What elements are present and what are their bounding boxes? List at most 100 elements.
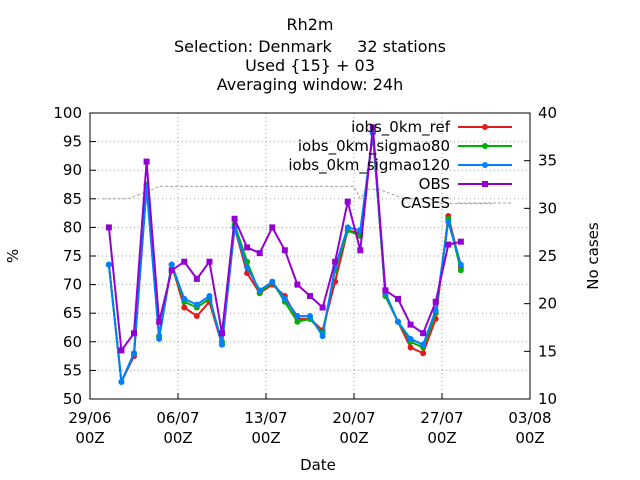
y2-tick-label: 20 [538,295,557,313]
data-point [407,335,414,342]
data-point [156,318,163,325]
data-point [219,341,225,348]
title-line-1: Rh2m [286,15,333,34]
data-point [407,344,414,351]
legend-label: iobs_0km_ref [351,118,451,137]
data-point [294,313,301,320]
y-tick-label: 90 [63,161,82,179]
x-axis-label: Date [300,456,336,474]
legend-swatch-marker [482,143,488,149]
y-axis-label: % [4,249,22,263]
data-point [319,333,326,340]
data-point [269,224,276,231]
legend-swatch-marker [482,181,488,187]
title-line-3: Used {15} + 03 [245,56,375,75]
y2-tick-label: 40 [538,104,557,122]
data-point [344,198,351,205]
series-layer [105,124,464,386]
data-point [118,378,125,385]
data-point [193,313,200,320]
x-tick-label: 03/08 [508,409,551,427]
data-point [206,258,213,265]
data-point [181,304,188,311]
data-point [445,218,452,225]
data-point [193,275,200,282]
data-point [432,307,439,314]
legend-swatch-marker [482,124,488,130]
legend-label: CASES [401,194,450,212]
data-point [395,318,401,325]
data-point [294,281,301,288]
y-tick-label: 60 [63,333,82,351]
x-tick-label-hour: 00Z [251,429,280,447]
data-point [420,330,427,337]
data-point [420,341,427,348]
data-point [407,321,414,328]
data-point [244,264,251,271]
data-point [357,247,364,254]
tick-layer: 50 55 60 65 70 75 80 85 90 95 100 10 15 20 25 30 35 40 29/… [53,104,557,447]
y-tick-label: 75 [63,247,82,265]
title-line-2: Selection: Denmark 32 stations [174,37,446,56]
data-point [181,258,188,265]
y2-tick-label: 30 [538,199,557,217]
y-tick-label: 55 [63,361,82,379]
y-tick-label: 85 [63,190,82,208]
y-tick-label: 70 [63,276,82,294]
data-point [369,124,376,131]
y-tick-label: 50 [63,390,82,408]
legend-label: iobs_0km_sigmao80 [298,137,450,156]
data-point [118,347,125,354]
x-tick-label-hour: 00Z [75,429,104,447]
data-point [332,258,339,265]
data-point [181,295,188,302]
data-point [156,335,163,342]
y2-axis-label: No cases [584,222,602,290]
data-point [281,247,288,254]
x-tick-label-hour: 00Z [515,429,544,447]
data-point [307,293,313,300]
data-point [244,244,251,251]
y-tick-label: 65 [63,304,82,322]
data-point [131,350,137,357]
x-tick-label: 13/07 [244,409,287,427]
x-tick-label-hour: 00Z [339,429,368,447]
data-point [319,304,326,311]
data-point [457,267,464,274]
legend: iobs_0km_refiobs_0km_sigmao80iobs_0km_si… [288,118,512,212]
data-point [143,158,150,165]
title-line-4: Averaging window: 24h [217,75,404,94]
data-point [457,238,464,245]
legend-swatch-marker [482,162,488,168]
y2-tick-label: 25 [538,247,557,265]
x-tick-label: 29/06 [68,409,111,427]
legend-label: iobs_0km_sigmao120 [288,156,450,175]
data-point [395,295,401,302]
chart-title: Rh2m Selection: Denmark 32 stations Used… [174,15,446,94]
data-point [294,318,301,325]
data-point [168,261,175,268]
y2-tick-label: 35 [538,152,557,170]
data-point [231,215,238,222]
data-point [382,287,389,294]
data-point [269,278,276,285]
y-tick-label: 95 [63,133,82,151]
data-point [206,293,213,300]
data-point [256,250,263,257]
legend-label: OBS [419,175,450,193]
data-point [105,224,112,231]
data-point [432,298,439,305]
y-tick-label: 80 [63,218,82,236]
x-tick-label-hour: 00Z [427,429,456,447]
data-point [193,301,200,308]
data-point [131,330,137,337]
data-point [105,261,112,268]
data-point [307,313,313,320]
x-tick-label: 27/07 [420,409,463,427]
x-tick-label-hour: 00Z [163,429,192,447]
y2-tick-label: 15 [538,342,557,360]
data-point [256,287,263,294]
data-point [420,350,427,357]
